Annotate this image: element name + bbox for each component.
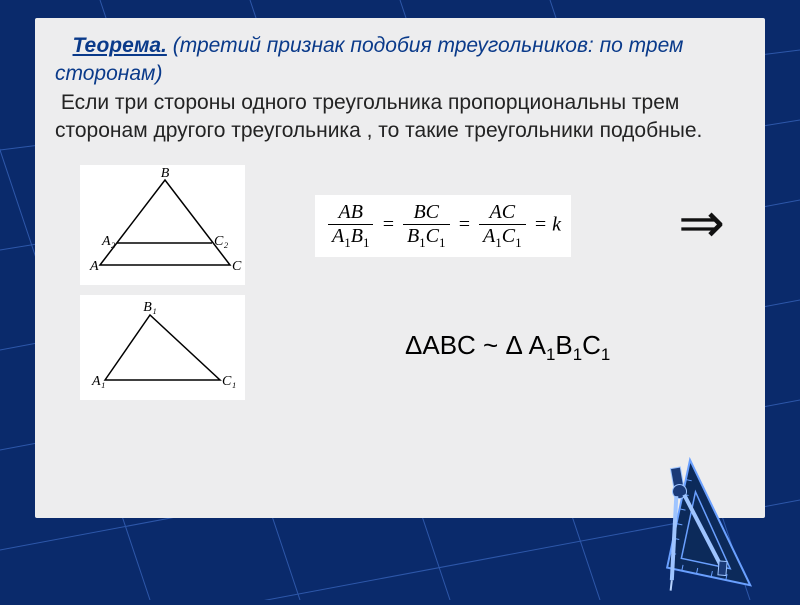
vertex-A2: A₂ (101, 234, 116, 249)
f3-den: A1C1 (479, 225, 526, 251)
theorem-body: Если три стороны одного треугольника про… (55, 91, 702, 142)
fraction-2: BC B1C1 (403, 201, 450, 251)
subtitle-close: ) (155, 62, 162, 85)
content-panel: Теорема. (третий признак подобия треугол… (35, 18, 765, 518)
delta-a1b1c1: Δ A (505, 330, 546, 360)
vertex-C1: C₁ (222, 374, 236, 389)
eq1: = (381, 214, 400, 236)
fraction-1: AB A1B1 (328, 201, 373, 251)
theorem-text: Теорема. (третий признак подобия треугол… (55, 32, 745, 145)
f2-num: BC (403, 201, 450, 225)
implies-arrow: ⇒ (678, 190, 725, 256)
theorem-title: Теорема. (73, 34, 167, 57)
vertex-A: A (89, 259, 99, 274)
delta-abc: ΔABC (405, 330, 476, 360)
f1-num: AB (328, 201, 373, 225)
vertex-C2: C₂ (214, 234, 228, 249)
triangle-abc-diagram: B A C A₂ C₂ (80, 165, 245, 285)
eq2: = (458, 214, 477, 236)
f1-den: A1B1 (328, 225, 373, 251)
vertex-B: B (161, 166, 170, 181)
geometry-tools-icon (600, 450, 800, 600)
fraction-3: AC A1C1 (479, 201, 526, 251)
subtitle-open: ( (167, 34, 180, 57)
eq3: = (534, 214, 553, 236)
triangle-a1b1c1-diagram: B₁ A₁ C₁ (80, 295, 245, 400)
diagram-area: B A C A₂ C₂ B₁ A₁ C₁ AB A1B1 = (55, 155, 745, 435)
conclusion-text: ΔABC ~ Δ A1B1C1 (405, 330, 610, 365)
f3-num: AC (479, 201, 526, 225)
f2-den: B1C1 (403, 225, 450, 251)
vertex-B1: B₁ (143, 300, 156, 315)
coefficient-k: k (552, 214, 561, 236)
vertex-C: C (232, 259, 242, 274)
vertex-A1: A₁ (91, 374, 105, 389)
proportion-formula: AB A1B1 = BC B1C1 = AC A1C1 = k (315, 195, 571, 257)
tilde: ~ (476, 330, 506, 360)
